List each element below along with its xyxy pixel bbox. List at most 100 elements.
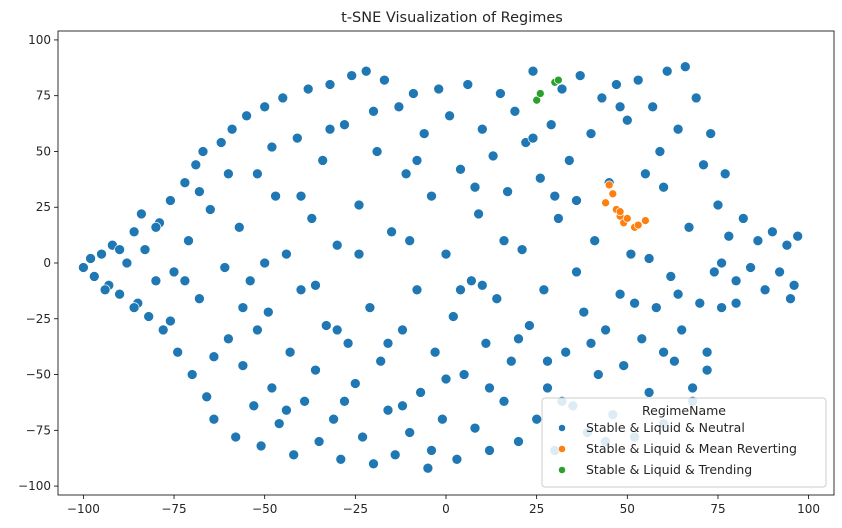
data-point (596, 92, 608, 104)
data-point (476, 123, 488, 135)
data-point (444, 110, 455, 122)
data-point (542, 355, 553, 367)
legend-marker (558, 424, 566, 432)
data-point (368, 458, 379, 470)
data-point (85, 253, 96, 264)
data-point (360, 65, 372, 77)
data-point (223, 333, 234, 345)
data-point (262, 306, 274, 318)
data-point (625, 248, 637, 260)
data-point (255, 440, 267, 452)
data-point (78, 262, 89, 273)
data-point (701, 346, 713, 358)
data-point (190, 159, 202, 171)
data-point (324, 79, 336, 90)
data-point (404, 235, 416, 247)
data-point (335, 453, 347, 465)
data-point (397, 400, 408, 412)
legend-label: Stable & Liquid & Trending (586, 462, 752, 477)
legend-marker (558, 466, 566, 474)
legend: RegimeName Stable & Liquid & NeutralStab… (541, 397, 827, 488)
data-point (451, 453, 463, 465)
data-point (422, 462, 434, 474)
data-point (466, 275, 477, 287)
data-point (571, 266, 582, 278)
data-point (259, 257, 271, 269)
data-point (281, 248, 292, 260)
data-point (458, 369, 470, 380)
data-point (96, 248, 107, 260)
data-point (672, 288, 684, 300)
data-point (513, 333, 524, 345)
data-point (513, 436, 524, 447)
data-point (208, 413, 220, 425)
y-axis: −100 −75 −50 −25 0 25 50 75 100 (18, 33, 58, 493)
data-point (408, 88, 419, 99)
data-point (716, 257, 727, 269)
data-point (665, 271, 677, 282)
data-point (404, 427, 416, 438)
data-point (469, 422, 481, 434)
data-point (676, 324, 688, 336)
data-point (259, 101, 271, 113)
data-point (397, 324, 408, 336)
data-point (647, 101, 659, 113)
data-point (538, 284, 550, 296)
data-point (353, 248, 365, 260)
data-point (560, 346, 572, 358)
data-point (128, 226, 140, 238)
data-point (368, 105, 379, 117)
data-point (179, 275, 191, 287)
data-point (194, 186, 205, 197)
data-point (608, 189, 618, 199)
data-point (331, 324, 343, 336)
data-point (633, 220, 643, 230)
data-point (658, 346, 669, 358)
data-point (549, 190, 561, 202)
data-point (737, 213, 749, 224)
data-point (585, 128, 597, 139)
data-point (121, 257, 133, 269)
data-point (774, 266, 785, 278)
data-point (455, 284, 466, 296)
data-point (723, 230, 735, 242)
data-point (636, 333, 648, 345)
data-point (752, 235, 764, 247)
data-point (578, 306, 590, 318)
data-point (331, 239, 343, 251)
data-point (437, 413, 448, 425)
legend-label: Stable & Liquid & Mean Reverting (586, 441, 797, 456)
data-point (705, 128, 717, 139)
data-point (532, 95, 542, 105)
data-point (498, 395, 510, 407)
data-point (411, 155, 423, 166)
data-point (288, 449, 300, 461)
data-point (650, 302, 662, 313)
data-point (429, 346, 441, 358)
data-point (556, 83, 568, 95)
data-point (690, 92, 702, 104)
data-point (509, 105, 521, 117)
data-point (317, 155, 329, 166)
data-point (237, 302, 249, 313)
data-point (531, 413, 543, 425)
data-point (248, 400, 260, 412)
data-point (291, 132, 303, 144)
data-point (165, 315, 176, 327)
data-point (230, 431, 242, 443)
data-point (194, 293, 205, 305)
data-point (273, 418, 285, 429)
y-tick-label: 100 (28, 33, 51, 47)
data-point (502, 186, 513, 197)
y-tick-label: 50 (36, 144, 51, 158)
data-point (487, 150, 499, 162)
points-layer (78, 61, 804, 474)
data-point (641, 216, 650, 225)
data-point (745, 262, 756, 273)
y-tick-label: −50 (26, 368, 51, 382)
data-point (785, 293, 796, 305)
data-point (527, 65, 539, 77)
x-tick-label: 25 (529, 502, 544, 516)
data-point (310, 279, 321, 291)
data-point (252, 324, 263, 336)
